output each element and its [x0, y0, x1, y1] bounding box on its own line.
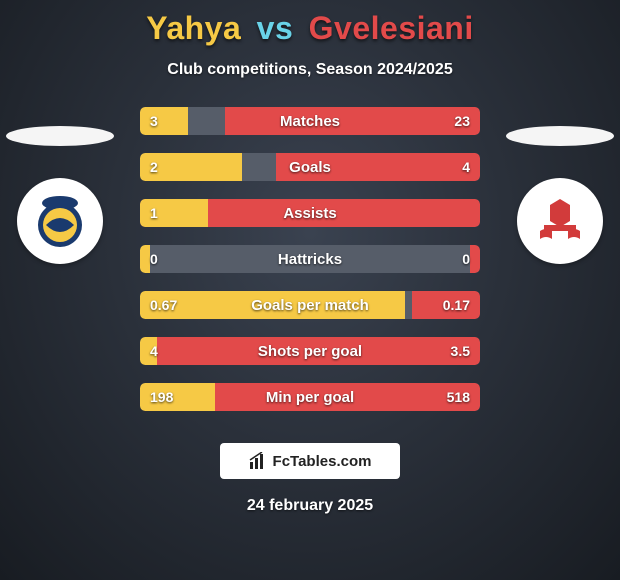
- bar-chart-icon: [249, 452, 267, 470]
- stat-label: Shots per goal: [140, 337, 480, 365]
- stat-label: Hattricks: [140, 245, 480, 273]
- stat-row: 24Goals: [140, 153, 480, 181]
- stat-row: 0.670.17Goals per match: [140, 291, 480, 319]
- stat-row: 00Hattricks: [140, 245, 480, 273]
- stat-label: Min per goal: [140, 383, 480, 411]
- comparison-title: Yahya vs Gvelesiani: [0, 0, 620, 47]
- stat-label: Goals per match: [140, 291, 480, 319]
- date-label: 24 february 2025: [0, 497, 620, 515]
- stat-label: Goals: [140, 153, 480, 181]
- vs-label: vs: [257, 10, 294, 46]
- stat-label: Assists: [140, 199, 480, 227]
- brand-logo[interactable]: FcTables.com: [220, 443, 400, 479]
- stat-row: 1Assists: [140, 199, 480, 227]
- stat-row: 323Matches: [140, 107, 480, 135]
- stats-chart: 323Matches 24Goals 1Assists 00Hattricks 0.67…: [0, 107, 620, 427]
- subtitle: Club competitions, Season 2024/2025: [0, 61, 620, 79]
- stat-label: Matches: [140, 107, 480, 135]
- stat-row: 43.5Shots per goal: [140, 337, 480, 365]
- player2-name: Gvelesiani: [309, 10, 474, 46]
- player1-name: Yahya: [146, 10, 241, 46]
- stat-row: 198518Min per goal: [140, 383, 480, 411]
- brand-text: FcTables.com: [273, 453, 372, 470]
